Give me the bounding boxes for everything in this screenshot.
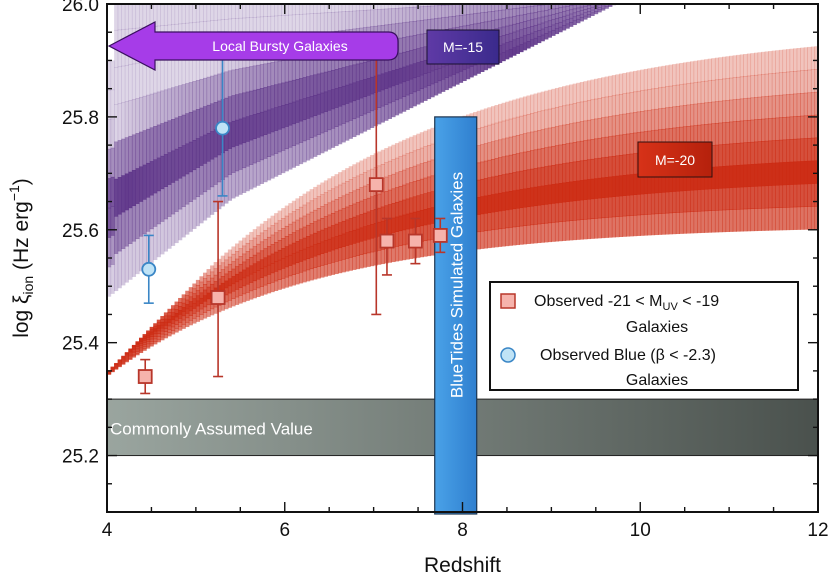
legend-box	[489, 281, 799, 391]
x-tick-label: 10	[630, 520, 651, 541]
commonly-assumed-label: Commonly Assumed Value	[110, 419, 313, 438]
x-tick-label: 12	[807, 520, 828, 541]
data-point-circle-1	[215, 120, 230, 136]
data-points	[137, 31, 448, 395]
bluetides-bar	[434, 116, 478, 515]
y-tick-label: 25.4	[62, 334, 99, 355]
data-point-square-3	[379, 233, 395, 249]
x-tick-label: 6	[279, 520, 290, 541]
x-tick-label: 4	[102, 520, 113, 541]
local-bursty-label: Local Bursty Galaxies	[212, 38, 347, 54]
bluetides-label: BlueTides Simulated Galaxies	[448, 172, 467, 398]
m15-label-box	[426, 29, 500, 65]
m20-label: M=-20	[655, 152, 695, 168]
m20-label-box	[637, 141, 713, 178]
data-point-square-1	[210, 290, 226, 305]
data-point-square-4	[407, 233, 423, 249]
y-tick-label: 26.0	[62, 0, 99, 16]
x-tick-label: 8	[457, 520, 468, 541]
y-tick-label: 25.2	[62, 447, 99, 468]
y-tick-label: 25.6	[62, 221, 99, 242]
legend-text-observed-blue-line2: Galaxies	[626, 372, 688, 389]
axis-tick-labels: 4 6 8 10 12 25.2 25.4 25.6 25.8 26.0	[62, 0, 829, 541]
y-tick-label: 25.8	[62, 108, 99, 129]
data-point-circle-0	[141, 261, 157, 277]
data-point-square-0	[137, 369, 153, 384]
legend-text-observed-blue: Observed Blue (β < -2.3)	[540, 347, 716, 364]
m15-label: M=-15	[443, 39, 483, 55]
data-point-square-5	[432, 228, 448, 243]
legend-text-observed-muv-line2: Galaxies	[626, 319, 688, 336]
y-axis-title: log ξion (Hz erg−1)	[6, 178, 36, 338]
data-point-square-2	[368, 177, 384, 193]
axis-ticks	[106, 3, 819, 513]
x-axis-title: Redshift	[424, 554, 501, 576]
red-band-m20	[107, 46, 818, 375]
legend-text-observed-muv: Observed -21 < MUV < -19	[534, 293, 719, 313]
legend-circle-marker	[500, 347, 516, 363]
legend: Observed -21 < MUV < -19 Galaxies Observ…	[489, 281, 799, 391]
local-bursty-arrow	[107, 21, 399, 71]
legend-square-marker	[500, 293, 516, 309]
